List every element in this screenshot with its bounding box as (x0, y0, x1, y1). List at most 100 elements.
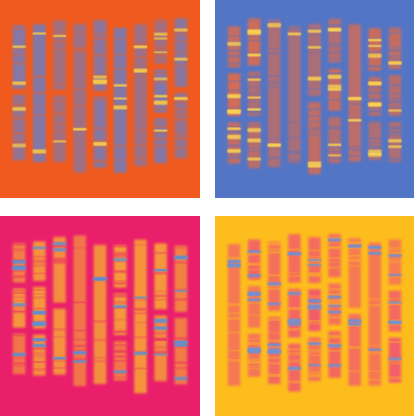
lane-stripe (53, 257, 66, 261)
gel-band (327, 310, 342, 314)
lane-stripe (53, 359, 66, 362)
gel-lane (247, 333, 261, 377)
lane-stripe (368, 298, 382, 301)
lane-stripe (328, 300, 341, 303)
gel-band (388, 320, 402, 325)
lane-stripe (348, 242, 361, 246)
lane-stripe (53, 47, 66, 51)
lane-stripe (388, 48, 402, 53)
lane-stripe (33, 261, 46, 264)
gel-lane (174, 92, 188, 159)
gel-band (327, 154, 342, 157)
gel-band (153, 326, 168, 331)
gel-band (368, 44, 382, 47)
gel-band (307, 164, 322, 168)
gel-band (247, 347, 261, 352)
gel-band (287, 366, 302, 371)
lane-stripe (308, 51, 321, 54)
gel-band (113, 304, 127, 309)
lane-stripe (33, 75, 46, 79)
gel-band (388, 109, 402, 112)
lane-stripe (247, 124, 261, 126)
lane-stripe (12, 115, 26, 118)
lane-stripe (227, 156, 241, 159)
lane-stripe (247, 35, 261, 38)
lane-stripe (328, 72, 341, 74)
lane-stripe (113, 344, 127, 347)
gel-band (153, 100, 168, 105)
gel-band (153, 94, 168, 98)
lane-stripe (288, 158, 301, 163)
lane-stripe (227, 125, 241, 128)
lane-stripe (93, 139, 107, 143)
lane-stripe (268, 339, 281, 343)
lane-stripe (328, 293, 341, 296)
gel-band (93, 276, 107, 281)
lane-stripe (93, 36, 107, 40)
gel-band (133, 351, 148, 356)
gel-lane (388, 27, 402, 69)
orange-panel-svg (12, 18, 188, 173)
lane-stripe (227, 312, 241, 315)
lane-stripe (174, 133, 188, 135)
lane-stripe (113, 331, 127, 334)
lane-stripe (328, 261, 341, 264)
gel-band (287, 252, 302, 256)
lane-stripe (113, 328, 127, 332)
lane-stripe (53, 244, 66, 249)
lane-stripe (12, 295, 26, 299)
lane-stripe (134, 336, 147, 339)
lane-stripe (328, 246, 341, 249)
gel-band (287, 291, 302, 296)
lane-stripe (328, 98, 341, 101)
lane-stripe (348, 241, 361, 245)
gel-band (247, 250, 261, 254)
lane-stripe (247, 263, 261, 266)
lane-stripe (268, 249, 281, 253)
lane-stripe (12, 309, 26, 312)
lane-stripe (388, 246, 402, 251)
lane-stripe (12, 362, 26, 365)
magenta-panel-svg (12, 235, 188, 394)
blue-gel-panel (215, 0, 414, 198)
lane-stripe (328, 42, 341, 45)
gel-lane (53, 20, 66, 90)
gel-lane (348, 24, 361, 162)
gel-band (307, 259, 322, 262)
lane-stripe (154, 338, 167, 341)
lane-stripe (33, 152, 46, 156)
gel-band (267, 343, 282, 347)
gel-lane (388, 74, 402, 116)
lane-stripe (33, 114, 46, 117)
gel-lane (288, 234, 301, 283)
lane-stripe (73, 357, 87, 361)
gel-band (307, 46, 322, 49)
lane-stripe (348, 102, 361, 105)
lane-stripe (388, 54, 402, 58)
lane-stripe (388, 341, 402, 344)
lane-stripe (328, 150, 341, 153)
lane-stripe (174, 146, 188, 150)
lane-stripe (368, 65, 382, 68)
gel-lane (53, 236, 66, 303)
lane-stripe (53, 336, 66, 338)
lane-stripe (308, 133, 321, 137)
lane-stripe (174, 336, 188, 341)
lane-stripe (368, 137, 382, 140)
gel-band (267, 302, 282, 306)
gel-band (307, 161, 322, 165)
gel-band (32, 321, 47, 326)
gel-band (32, 338, 47, 342)
gel-band (133, 45, 148, 49)
lane-stripe (388, 132, 402, 136)
lane-stripe (328, 241, 341, 244)
lane-stripe (53, 259, 66, 263)
gel-band (388, 273, 402, 277)
gel-band (287, 321, 302, 326)
gel-band (247, 128, 261, 133)
lane-stripe (12, 105, 26, 108)
lane-stripe (388, 63, 402, 66)
lane-stripe (174, 297, 188, 302)
gel-band (267, 351, 282, 355)
